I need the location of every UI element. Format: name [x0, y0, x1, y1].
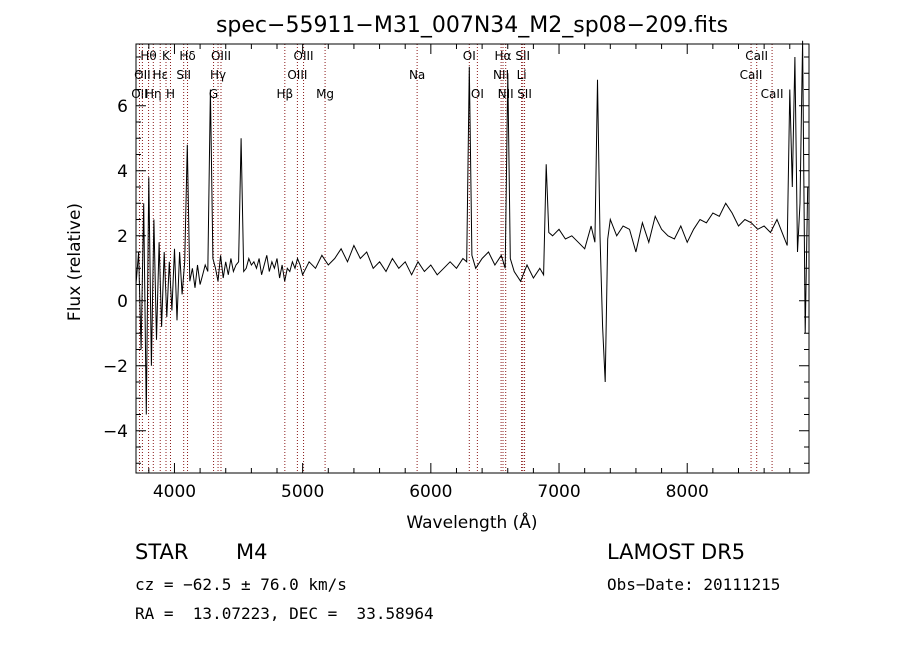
marker-label: Hη [145, 87, 162, 101]
marker-label: Hθ [140, 49, 156, 63]
coordinates: RA = 13.07223, DEC = 33.58964 [135, 604, 434, 623]
marker-label: OIII [294, 49, 314, 63]
marker-label: Na [409, 68, 425, 82]
marker-label: H [166, 87, 175, 101]
marker-label: Li [517, 68, 527, 82]
marker-label: Hδ [179, 49, 195, 63]
marker-label: Hβ [276, 87, 293, 101]
survey-label: LAMOST DR5 [607, 540, 746, 564]
marker-label: NII [493, 68, 509, 82]
marker-label: K [162, 49, 171, 63]
x-tick-label: 8000 [666, 482, 709, 502]
marker-label: SII [176, 68, 191, 82]
x-tick-label: 6000 [409, 482, 452, 502]
marker-label: OI [471, 87, 484, 101]
y-axis-label: Flux (relative) [65, 203, 85, 321]
marker-label: OII [134, 68, 151, 82]
x-tick-label: 4000 [153, 482, 196, 502]
y-tick-label: 6 [117, 97, 128, 117]
marker-label: SII [515, 49, 530, 63]
cz-value: cz = −62.5 ± 76.0 km/s [135, 575, 347, 594]
y-tick-label: 2 [117, 227, 128, 247]
marker-label: CaII [745, 49, 768, 63]
marker-label: SII [517, 87, 532, 101]
plot-frame [135, 43, 810, 474]
y-tick-label: −4 [103, 422, 128, 442]
obs-date: Obs−Date: 20111215 [607, 575, 781, 594]
marker-label: NII [498, 87, 514, 101]
y-tick-label: 4 [117, 162, 128, 182]
marker-label: CaII [740, 68, 763, 82]
chart-title: spec−55911−M31_007N34_M2_sp08−209.fits [216, 13, 728, 38]
marker-label: G [209, 87, 218, 101]
marker-label: OI [463, 49, 476, 63]
marker-label: OIII [287, 68, 307, 82]
marker-label: OIII [211, 49, 231, 63]
class-label: STAR [135, 540, 189, 564]
subclass-label: M4 [236, 540, 268, 564]
x-tick-label: 7000 [537, 482, 580, 502]
marker-label: Hε [152, 68, 168, 82]
marker-label: CaII [761, 87, 784, 101]
marker-label: Mg [316, 87, 334, 101]
y-tick-label: −2 [103, 357, 128, 377]
marker-label: OII [131, 87, 148, 101]
marker-label: Hα [495, 49, 512, 63]
spectrum-line [135, 40, 809, 415]
x-axis: 4000 5000 6000 7000 8000 [148, 44, 791, 502]
marker-label: Hγ [210, 68, 226, 82]
x-axis-label: Wavelength (Å) [406, 511, 537, 533]
y-tick-label: 0 [117, 292, 128, 312]
x-tick-label: 5000 [281, 482, 324, 502]
y-axis: −4 −2 0 2 4 6 [103, 56, 809, 464]
